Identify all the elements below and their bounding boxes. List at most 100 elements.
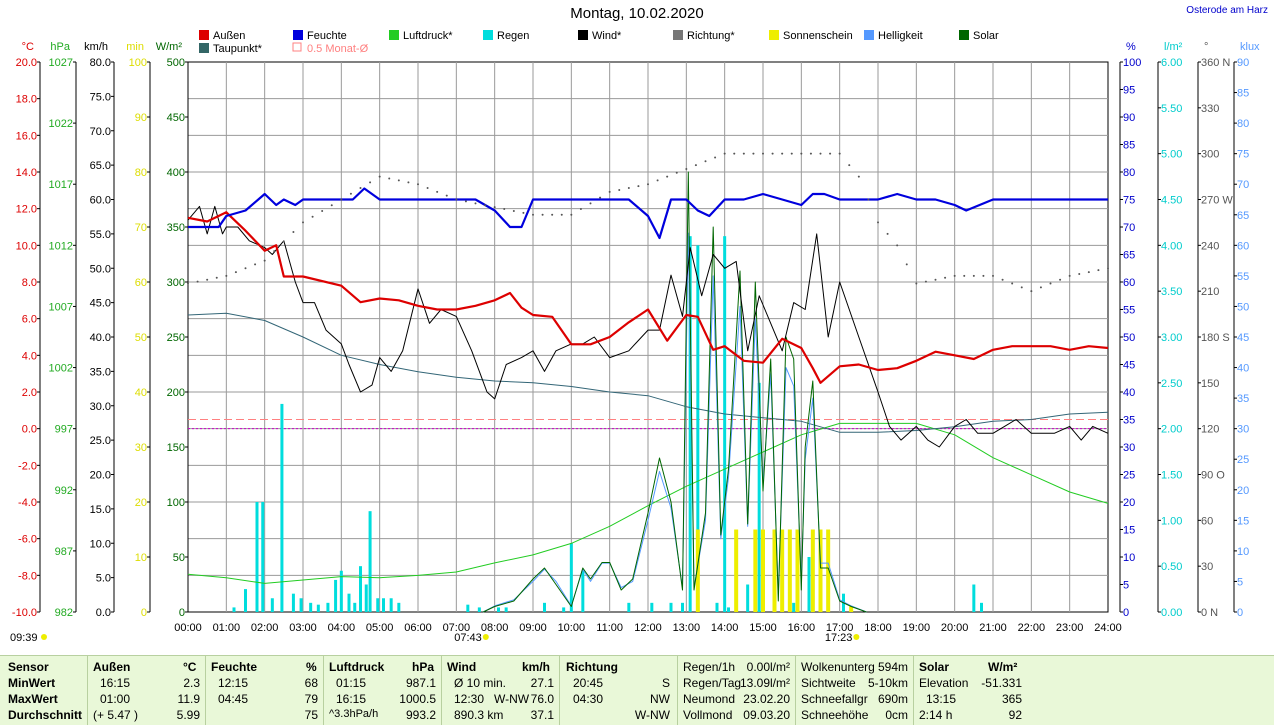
tick-label-lux: 60	[1237, 240, 1249, 252]
rain-bar	[334, 579, 338, 612]
x-tick-label: 15:00	[749, 622, 777, 634]
sunshine-bar	[826, 529, 831, 612]
sunrise-time: 07:43	[454, 632, 482, 644]
tick-label-temp: 10.0	[16, 240, 37, 252]
tick-label-rain: 0.50	[1161, 561, 1182, 573]
tick-label-solar: 400	[167, 167, 185, 179]
tick-label-temp: 8.0	[22, 277, 37, 289]
tick-label-wind: 5.0	[96, 573, 111, 585]
direction-point	[273, 250, 276, 253]
tick-label-dir: 300	[1201, 149, 1219, 161]
tick-label-dir: 0 N	[1201, 607, 1218, 619]
feuchte-unit: %	[306, 660, 317, 674]
sunshine-bar	[761, 529, 765, 612]
tick-label-rain: 5.00	[1161, 149, 1182, 161]
legend-label: Solar	[973, 30, 999, 42]
tick-label-dir: 330	[1201, 103, 1219, 115]
legend-label: Wind*	[592, 30, 622, 42]
direction-point	[560, 213, 563, 216]
tick-label-rain: 1.50	[1161, 470, 1182, 482]
tick-label-dir: 270 W	[1201, 195, 1233, 207]
direction-point	[781, 152, 784, 155]
direction-point	[292, 230, 295, 233]
tick-label-hum: 30	[1123, 442, 1135, 454]
footer-separator	[677, 656, 678, 725]
tick-label-press: 1027	[49, 57, 73, 69]
tick-label-press: 1007	[49, 301, 73, 313]
direction-point	[934, 278, 937, 281]
rain-bar	[477, 607, 481, 612]
rain-bar	[244, 589, 247, 612]
direction-point	[1087, 271, 1090, 274]
aussen-unit: °C	[183, 660, 197, 674]
direction-point	[982, 274, 985, 277]
x-tick-label: 09:00	[519, 622, 547, 634]
series-line-auen	[187, 211, 1109, 384]
wind-header: Wind	[447, 660, 477, 674]
direction-point	[637, 185, 640, 188]
direction-point	[263, 259, 266, 262]
x-tick-label: 10:00	[558, 622, 586, 634]
tick-label-hum: 65	[1123, 250, 1135, 262]
legend-label: Taupunkt*	[213, 43, 263, 55]
direction-point	[225, 274, 228, 277]
rain-bar	[650, 602, 654, 612]
tick-label-press: 1022	[49, 118, 73, 130]
tick-label-press: 997	[55, 424, 73, 436]
rain-bar	[397, 602, 401, 612]
x-tick-label: 04:00	[328, 622, 356, 634]
feuchte-avg-value: 75	[304, 708, 318, 722]
luftdruck-max-value: 1000.5	[399, 692, 436, 706]
wind-distance: 890.3 km	[454, 708, 504, 722]
rain-bar	[543, 602, 546, 612]
tick-label-hum: 75	[1123, 195, 1135, 207]
direction-point	[733, 152, 736, 155]
aussen-min-time: 16:15	[100, 676, 131, 690]
tick-label-hum: 85	[1123, 140, 1135, 152]
direction-point	[512, 209, 515, 212]
tick-label-temp: -2.0	[18, 460, 37, 472]
feuchte-max-time: 04:45	[218, 692, 249, 706]
tick-label-lux: 35	[1237, 393, 1249, 405]
chart-title: Montag, 10.02.2020	[570, 5, 704, 22]
tick-label-lux: 40	[1237, 363, 1249, 375]
footer-separator	[205, 656, 206, 725]
tick-label-lux: 55	[1237, 271, 1249, 283]
sunshine-bar	[795, 529, 800, 612]
legend-swatch	[199, 43, 209, 53]
location-link[interactable]: Osterode am Harz	[1186, 5, 1268, 16]
durchschnitt-label: Durchschnitt	[8, 708, 83, 722]
tick-label-lux: 25	[1237, 454, 1249, 466]
tick-label-solar: 500	[167, 57, 185, 69]
schneefallgrenze-label: Schneefallgr	[801, 692, 868, 706]
direction-point	[800, 152, 803, 155]
tick-label-wind: 20.0	[90, 470, 111, 482]
x-tick-label: 00:00	[174, 622, 202, 634]
rain-bar	[291, 593, 295, 612]
rain-bar	[339, 570, 343, 612]
aussen-header: Außen	[93, 660, 131, 674]
x-tick-label: 07:00	[443, 622, 471, 634]
direction-point	[838, 152, 841, 155]
legend-label: 0.5 Monat-Ø	[307, 43, 369, 55]
direction-point	[1001, 278, 1004, 281]
direction-point	[1097, 269, 1100, 272]
direction-point	[953, 274, 956, 277]
x-tick-label: 24:00	[1094, 622, 1122, 634]
aussen-min-value: 2.3	[183, 676, 200, 690]
sunset-icon	[853, 634, 860, 640]
direction-point	[924, 280, 927, 283]
tick-label-rain: 3.00	[1161, 332, 1182, 344]
series-line-wind	[187, 205, 1109, 448]
rain-bar	[727, 607, 730, 612]
solar-max-time: 13:15	[926, 692, 957, 706]
legend-swatch	[578, 30, 588, 40]
direction-point	[666, 175, 669, 178]
legend-swatch	[293, 30, 303, 40]
tick-label-wind: 30.0	[90, 401, 111, 413]
tick-label-solar: 200	[167, 387, 185, 399]
rain-bar	[696, 245, 700, 613]
direction-point	[599, 196, 602, 199]
vollmond-value: 09.03.20	[743, 708, 790, 722]
tick-label-dir: 210	[1201, 286, 1219, 298]
